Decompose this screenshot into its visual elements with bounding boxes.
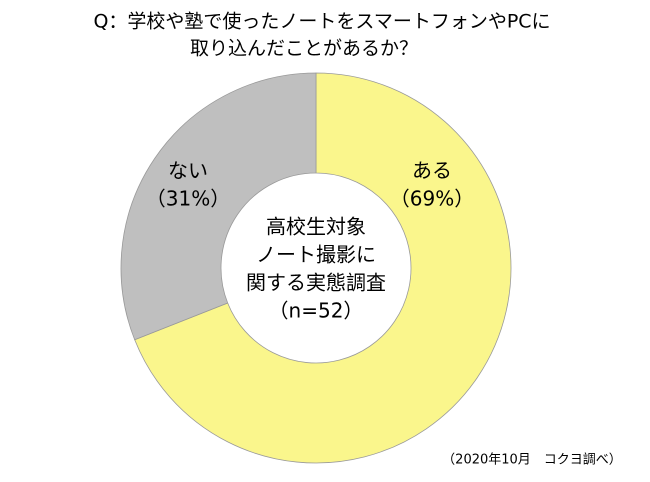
center-text: （n=52） [269, 299, 364, 323]
center-text: ノート撮影に [256, 243, 376, 267]
slice-value-label: （31%） [146, 187, 230, 211]
donut-slice [120, 72, 317, 341]
center-text: 高校生対象 [266, 215, 366, 239]
chart-title: Q：学校や塾で使ったノートをスマートフォンやPCに [93, 11, 550, 33]
donut-slice [134, 72, 512, 464]
source-note: （2020年10月 コクヨ調べ） [442, 453, 622, 468]
slice-label: ない [168, 159, 208, 183]
chart-title: 取り込んだことがあるか？ [190, 38, 418, 60]
slice-value-label: （69%） [390, 187, 474, 211]
slice-label: ある [412, 159, 452, 183]
center-text: 関する実態調査 [246, 271, 386, 295]
